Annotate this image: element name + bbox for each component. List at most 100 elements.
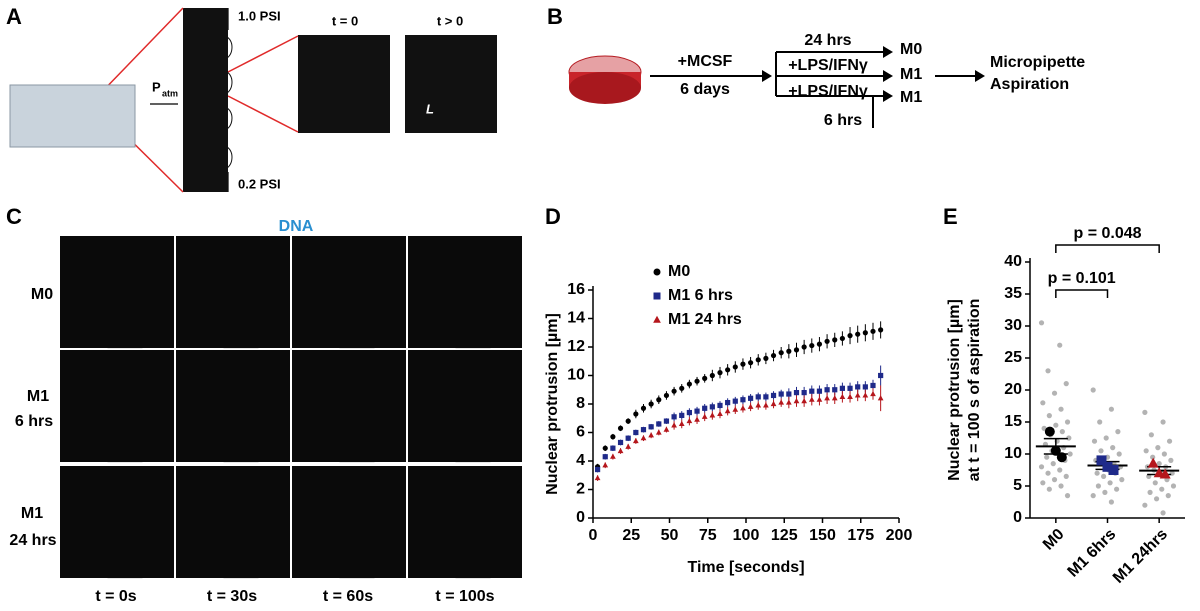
data-point (786, 391, 792, 397)
cell-point (1046, 413, 1052, 419)
data-point (709, 372, 715, 379)
data-point (640, 405, 647, 411)
cell-point (1102, 489, 1108, 495)
cell-point (1046, 486, 1052, 492)
cell-point (1168, 457, 1174, 463)
data-point (763, 394, 769, 400)
arrow-head (883, 46, 893, 58)
data-point (801, 398, 807, 404)
replicate-point (1102, 461, 1113, 472)
cell-point (1142, 502, 1148, 508)
data-point (625, 443, 632, 449)
x-tick-label: 150 (809, 527, 836, 544)
data-point (862, 384, 868, 390)
data-point (709, 412, 716, 418)
data-point (801, 344, 807, 350)
y-axis-title: at t = 100 s of aspiration (966, 299, 983, 482)
data-point (809, 342, 815, 349)
result-label: Micropipette (990, 54, 1085, 71)
cell-point (1038, 464, 1045, 470)
panel-label: C (6, 204, 22, 229)
output-label: M0 (900, 41, 922, 58)
replicate-point (1050, 445, 1061, 456)
cell-point (1098, 448, 1104, 454)
time-label: t = 30s (207, 588, 257, 605)
arrow-head (975, 70, 985, 82)
cell-point (1050, 461, 1056, 467)
cell-point (1170, 483, 1177, 489)
data-point (824, 395, 830, 401)
data-point (679, 412, 685, 418)
micrograph (60, 236, 174, 348)
data-point (778, 391, 784, 397)
panel-label: E (943, 204, 958, 229)
data-point (702, 375, 708, 381)
cell-point (1095, 483, 1101, 489)
cell-point (1038, 320, 1045, 326)
data-point (617, 439, 624, 446)
cell-point (1040, 480, 1046, 486)
data-point (663, 418, 670, 424)
length-label: L (426, 101, 434, 116)
y-tick-label: 8 (576, 395, 585, 412)
panel-label: B (547, 4, 563, 29)
panel-label: A (6, 4, 22, 29)
pressure-label: 1.0 PSI (238, 8, 281, 23)
cell-point (1063, 381, 1069, 387)
data-point (610, 445, 616, 451)
data-point (870, 390, 876, 397)
step-label: +MCSF (678, 53, 733, 70)
row-label: M1 (27, 388, 49, 405)
channel-label: DNA (279, 218, 314, 235)
arrow-head (883, 70, 893, 82)
micrograph (292, 350, 406, 462)
step-label: 6 days (680, 81, 730, 98)
cell-point (1103, 435, 1109, 441)
cell-point (1064, 419, 1071, 425)
y-tick-label: 15 (1004, 413, 1022, 430)
data-point (862, 392, 869, 398)
legend-marker (653, 268, 661, 276)
pressure-label: 0.2 PSI (238, 176, 281, 191)
data-point (816, 341, 823, 347)
cell-point (1116, 451, 1122, 457)
data-point (832, 387, 838, 393)
data-point (878, 327, 884, 333)
cell-point (1051, 390, 1058, 396)
data-point (763, 355, 769, 361)
row-label: 6 hrs (15, 413, 53, 430)
data-point (725, 367, 731, 373)
x-tick-label: M0 (1040, 526, 1068, 554)
data-point (732, 398, 738, 404)
y-tick-label: 12 (567, 338, 585, 355)
x-tick-label: 200 (886, 527, 913, 544)
x-axis-title: Time [seconds] (687, 559, 804, 576)
x-tick-label: 75 (699, 527, 717, 544)
cell-point (1152, 480, 1158, 486)
cell-point (1165, 493, 1171, 499)
cell-point (1160, 510, 1166, 516)
data-point (617, 425, 624, 431)
data-point (648, 424, 654, 430)
data-point (632, 437, 639, 444)
data-point (808, 396, 815, 402)
x-tick-label: 125 (771, 527, 798, 544)
data-point (663, 392, 670, 399)
panel-label: D (545, 204, 561, 229)
replicate-point (1096, 455, 1107, 466)
y-axis-title: Nuclear protrusion [µm] (544, 313, 561, 495)
x-tick-label: 0 (589, 527, 598, 544)
data-point (855, 384, 861, 390)
data-point (877, 395, 884, 401)
data-point (671, 414, 677, 420)
replicate-point (1147, 457, 1159, 468)
device-chip (9, 84, 136, 148)
y-tick-label: 5 (1013, 477, 1022, 494)
cell-point (1150, 454, 1156, 460)
cell-point (1156, 461, 1162, 467)
y-tick-label: 10 (1004, 445, 1022, 462)
cell-point (1045, 368, 1051, 374)
arrow-head (762, 70, 772, 82)
data-point (831, 395, 838, 401)
time-label: t = 60s (323, 588, 373, 605)
